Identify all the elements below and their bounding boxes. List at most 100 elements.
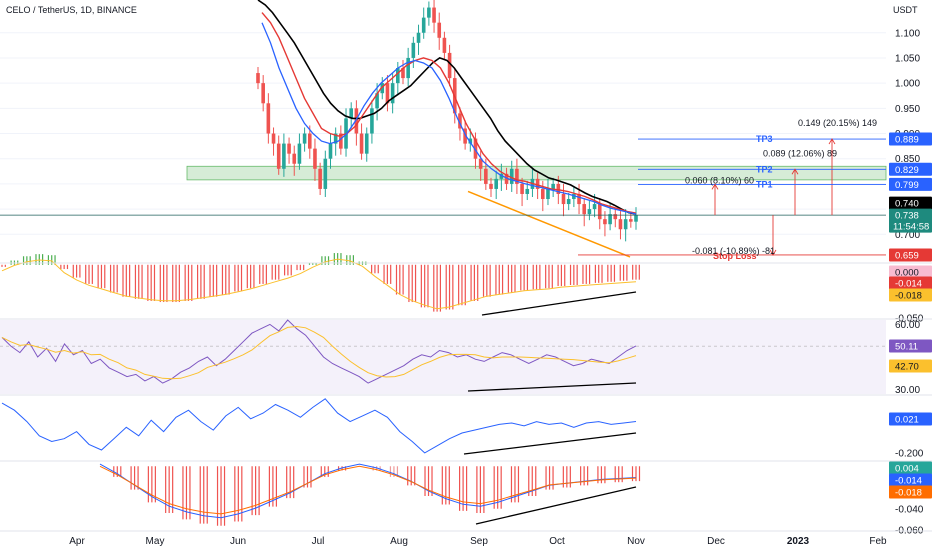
rsi-value-badge: 50.11 [895,342,918,353]
x-tick-label: Jun [230,536,246,547]
oscillator-histogram-badge-bg [889,461,932,475]
y-tick-label: 30.00 [895,385,920,396]
price-pane: 1.1001.0501.0000.9500.9000.8500.8000.750… [0,0,920,261]
stop-loss-price-badge-bg [889,248,932,262]
y-tick-label: 0.950 [895,104,920,115]
candle-body [401,68,405,79]
y-tick-label: -0.040 [895,504,924,515]
y-tick-label: 1.000 [895,79,920,90]
tp2-price-badge-bg [889,162,932,176]
ema-blue-line [261,22,637,215]
candle-body [427,7,431,18]
measure-arrow-head [791,168,799,175]
candle-body [556,183,561,194]
target-level-label: TP1 [756,179,773,189]
histogram-signal-line [1,258,637,310]
candle-body [276,143,281,169]
candle-body [623,219,628,230]
ema-red-line [261,12,637,214]
histogram-value-badge: 0.000 [895,268,919,279]
candle-body [396,68,400,84]
candle-body [416,32,421,43]
candle-body [520,183,524,194]
y-tick-label: 60.00 [895,320,920,331]
oscillator-slow-line [99,465,637,515]
currency-label: USDT [893,5,918,15]
x-axis: Apr May Jun Jul Aug Sep Oct Nov Dec 2023 Feb [0,530,932,547]
oscillator-histogram-badge-bg [889,485,932,499]
ema-price-badge-bg [889,196,932,210]
candle-body [370,108,374,134]
candle-body [442,37,447,53]
candle-body [582,204,587,215]
candle-body [613,214,618,220]
candle-body [509,168,514,184]
candle-body [354,108,359,134]
candle-body [634,215,638,222]
y-tick-label: -0.200 [895,448,924,459]
oscillator-histogram-pane: -0.040-0.060 [99,463,924,537]
candle-body [489,183,493,189]
divergence-trendline [481,291,637,316]
x-tick-label: May [146,536,165,547]
measure-arrow-head [828,138,836,145]
candle-body [478,158,483,169]
measure-arrow-head [711,183,719,190]
candle-body [540,188,545,200]
histogram-value-badge: -0.014 [895,279,922,290]
oscillator-histogram-badge-bg [889,473,932,487]
wedge-support-line [467,190,631,258]
candle-body [535,178,540,189]
candle-body [287,143,291,154]
target-measure-text: 0.089 (12.06%) 89 [763,148,837,158]
candle-body [359,133,364,154]
candle-body [463,128,467,144]
candle-body [597,204,602,220]
candle-body [447,52,452,79]
candle-body [473,138,478,159]
candle-body [484,168,488,184]
rsi-value-badge-bg [889,339,932,353]
oscillator-value-badge-bg [889,412,932,426]
divergence-trendline [475,486,637,525]
oscillator-value-badge: 0.021 [895,415,919,426]
candle-body [572,193,576,200]
x-tick-label: Aug [390,536,408,547]
tp2-price-badge: 0.829 [895,165,919,176]
candle-body [271,133,276,144]
x-tick-label: Apr [69,536,85,547]
rsi-signal-line [1,325,637,380]
target-level-label: Stop Loss [713,251,757,261]
countdown-badge: 11:54:58 [893,222,929,233]
candle-body [432,7,436,23]
rsi-value-badge-bg [889,359,932,373]
ema-price-badge: 0.740 [895,199,919,210]
tp1-price-badge-bg [889,177,932,191]
x-tick-label: Nov [627,536,645,547]
candle-body [592,204,597,210]
histogram-pane: -0.050 [1,253,924,325]
target-level-label: TP2 [756,164,773,174]
oscillator-line [1,398,637,454]
candle-body [561,193,566,205]
candle-body [603,219,607,225]
y-tick-label: 0.700 [895,230,920,241]
oscillator-histogram-badge: -0.018 [895,488,922,499]
candle-body [458,113,462,129]
target-measure-text: 0.060 (8.10%) 60 [685,175,754,185]
candle-body [375,93,379,109]
tp3-price-badge-bg [889,132,932,146]
candle-body [587,209,592,215]
rsi-band [0,320,886,394]
candle-body [494,178,498,189]
candle-body [577,193,581,205]
x-tick-label: Feb [869,536,887,547]
chart-title: CELO / TetherUS, 1D, BINANCE [6,5,137,15]
x-tick-label: Dec [707,536,725,547]
candle-body [256,73,260,84]
candle-body [525,188,530,194]
candle-body [380,83,385,94]
candle-body [437,22,442,38]
